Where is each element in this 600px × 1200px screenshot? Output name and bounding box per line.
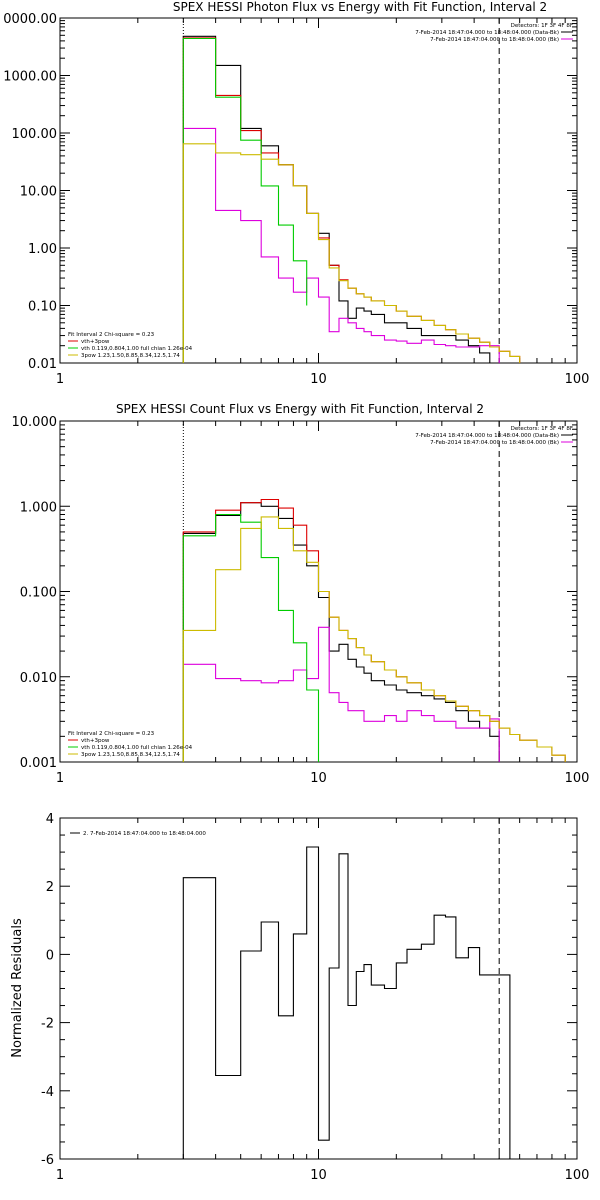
y-tick-label: 0.010 xyxy=(20,671,57,686)
legend-entry: vth 0.119,0.804,1.00 full chian 1.26e-04 xyxy=(81,745,193,751)
residuals-legend: 2. 7-Feb-2014 18:47:04.000 to 18:48:04.0… xyxy=(70,831,206,837)
y-tick-label: 1000.00 xyxy=(3,70,57,85)
y-tick-label: -4 xyxy=(41,1085,54,1100)
legend-entry: vth 0.119,0.804,1.00 full chian 1.26e-04 xyxy=(81,346,193,352)
x-tick-label: 100 xyxy=(565,372,590,387)
y-tick-label: -2 xyxy=(41,1017,54,1032)
series-data-bk xyxy=(182,35,500,364)
legend-header: Detectors: 1F 3F 4F 8F xyxy=(511,426,573,432)
legend-header: Detectors: 1F 3F 4F 8F xyxy=(511,23,573,29)
residuals-y-axis-label: Normalized Residuals xyxy=(10,918,25,1058)
y-tick-label: 0.10 xyxy=(28,300,57,315)
photon-flux-y-ticks: 0.01 0.10 1.00 10.00 100.00 1000.00 0000.00 xyxy=(3,12,577,372)
photon-flux-title: SPEX HESSI Photon Flux vs Energy with Fi… xyxy=(173,0,547,14)
x-tick-label: 1 xyxy=(56,372,64,387)
count-flux-legend-bottom: Fit Interval 2 Chi-square = 0.23vth+3pow… xyxy=(68,731,193,758)
series-vth xyxy=(182,513,320,762)
series-vth xyxy=(182,37,308,363)
legend-header: Fit Interval 2 Chi-square = 0.23 xyxy=(68,731,155,737)
legend-entry: 7-Feb-2014 18:47:04.000 to 18:48:04.000 … xyxy=(415,30,559,36)
series-bk xyxy=(182,127,500,363)
y-tick-label: 0 xyxy=(46,948,54,963)
count-flux-title: SPEX HESSI Count Flux vs Energy with Fit… xyxy=(116,402,484,416)
y-tick-label: 2 xyxy=(46,880,54,895)
y-tick-label: 1.00 xyxy=(28,242,57,257)
residuals-series xyxy=(182,818,511,1159)
series-vth+3pow xyxy=(182,37,521,363)
legend-entry: 7-Feb-2014 18:47:04.000 to 18:48:04.000 … xyxy=(430,440,559,446)
legend-entry: 7-Feb-2014 18:47:04.000 to 18:48:04.000 … xyxy=(430,37,559,43)
count-flux-panel: SPEX HESSI Count Flux vs Energy with Fit… xyxy=(12,402,590,786)
x-tick-label: 100 xyxy=(565,1168,590,1183)
photon-flux-panel: SPEX HESSI Photon Flux vs Energy with Fi… xyxy=(3,0,589,387)
legend-entry: 7-Feb-2014 18:47:04.000 to 18:48:04.000 … xyxy=(415,433,559,439)
y-tick-label: 4 xyxy=(46,812,54,827)
legend-entry: vth+3pow xyxy=(81,738,110,744)
series-3pow xyxy=(182,143,521,363)
legend-header: Fit Interval 2 Chi-square = 0.23 xyxy=(68,332,155,338)
count-flux-series xyxy=(182,421,566,762)
count-flux-legend-top: Detectors: 1F 3F 4F 8F7-Feb-2014 18:47:0… xyxy=(415,426,573,446)
series-bk xyxy=(182,626,500,762)
legend-entry: 3pow 1.23,1.50,8.85,8.34,12.5,1.74 xyxy=(81,752,180,758)
residuals-x-ticks: 1 10 100 xyxy=(56,818,590,1183)
legend-entry: 3pow 1.23,1.50,8.85,8.34,12.5,1.74 xyxy=(81,353,180,359)
series-data-bk xyxy=(182,502,500,762)
x-tick-label: 1 xyxy=(56,771,64,786)
y-tick-label: 10.000 xyxy=(12,415,58,430)
photon-flux-legend-bottom: Fit Interval 2 Chi-square = 0.23vth+3pow… xyxy=(68,332,193,359)
y-tick-label: 100.00 xyxy=(12,127,58,142)
x-tick-label: 10 xyxy=(310,372,327,387)
y-tick-label: 1.000 xyxy=(20,500,57,515)
y-tick-label: 0.001 xyxy=(20,756,57,771)
x-tick-label: 10 xyxy=(310,1168,327,1183)
photon-flux-series xyxy=(182,18,521,364)
x-tick-label: 10 xyxy=(310,771,327,786)
y-tick-label: 0.01 xyxy=(28,357,57,372)
series-residuals xyxy=(182,846,511,1159)
y-tick-label: 0.100 xyxy=(20,586,57,601)
y-tick-label: 0000.00 xyxy=(3,12,57,27)
photon-flux-legend-top: Detectors: 1F 3F 4F 8F7-Feb-2014 18:47:0… xyxy=(415,23,573,43)
legend-entry: vth+3pow xyxy=(81,339,110,345)
residuals-panel: Normalized Residuals -6 -4 -2 0 2 4 1 10 100 2.… xyxy=(10,812,589,1183)
y-tick-label: -6 xyxy=(41,1153,54,1168)
residuals-y-ticks: -6 -4 -2 0 2 4 xyxy=(41,812,577,1168)
series-3pow xyxy=(182,516,566,762)
x-tick-label: 100 xyxy=(565,771,590,786)
count-flux-y-ticks: 0.001 0.010 0.100 1.000 10.000 xyxy=(12,415,577,771)
x-tick-label: 1 xyxy=(56,1168,64,1183)
y-tick-label: 10.00 xyxy=(20,185,57,200)
legend-entry: 2. 7-Feb-2014 18:47:04.000 to 18:48:04.0… xyxy=(83,831,206,837)
